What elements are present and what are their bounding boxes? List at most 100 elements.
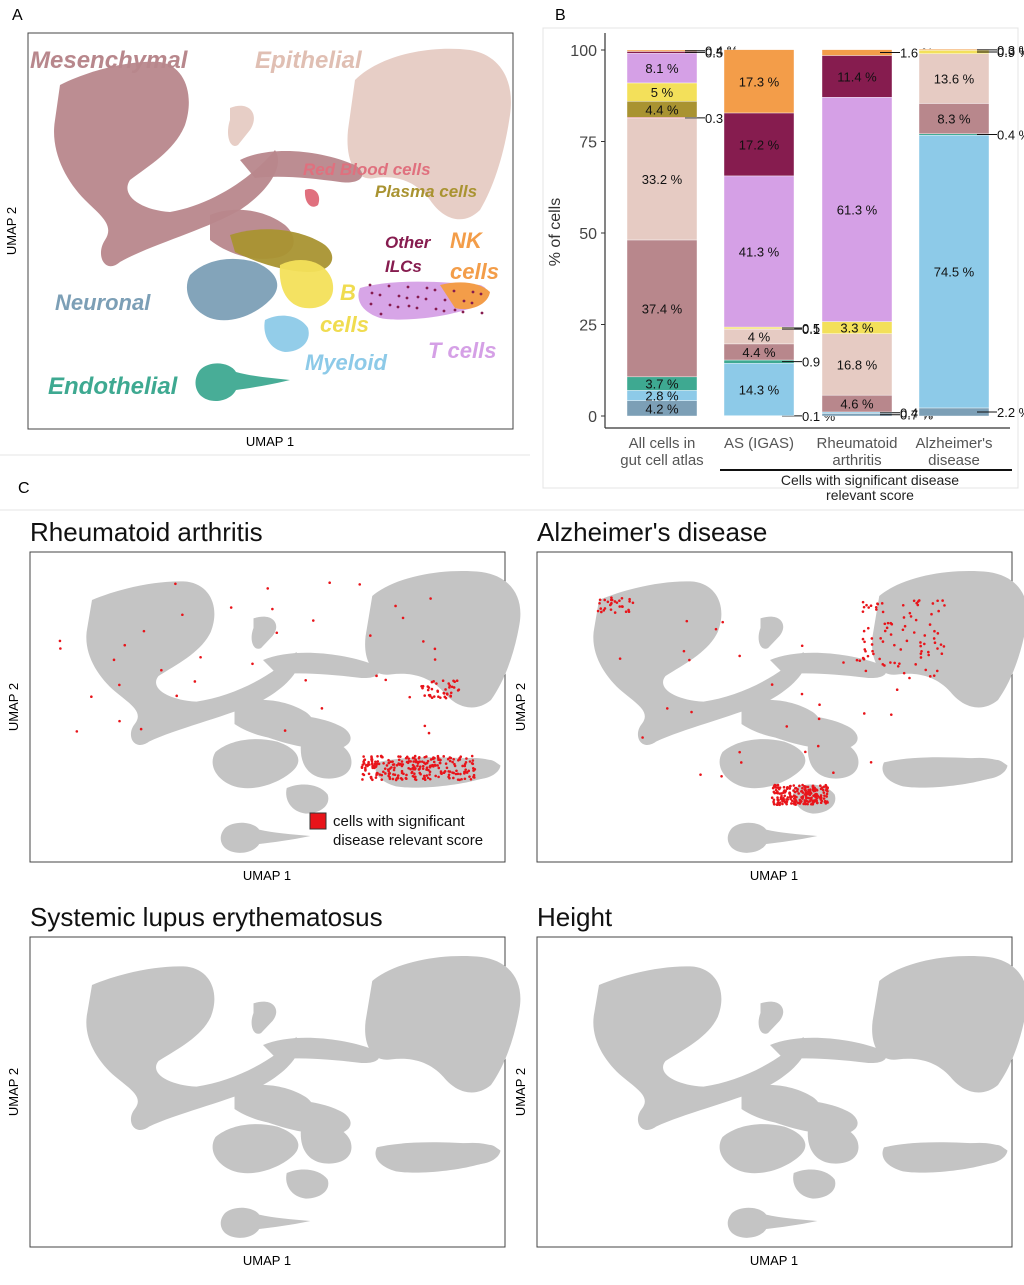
significant-cell-dot xyxy=(818,718,821,721)
significant-cell-dot xyxy=(793,794,796,797)
significant-cell-dot xyxy=(936,647,939,650)
x-tick-label: arthritis xyxy=(832,452,881,469)
significant-cell-dot xyxy=(437,767,440,770)
umap-label-b: B xyxy=(340,280,356,305)
significant-cell-dot xyxy=(597,610,600,613)
significant-cell-dot xyxy=(392,778,395,781)
significant-cell-dot xyxy=(777,784,780,787)
significant-cell-dot xyxy=(899,648,902,651)
significant-cell-dot xyxy=(432,758,435,761)
panel-a-ylabel: UMAP 2 xyxy=(4,207,19,255)
significant-cell-dot xyxy=(867,627,870,630)
significant-cell-dot xyxy=(389,772,392,775)
significant-cell-dot xyxy=(932,602,935,605)
significant-cell-dot xyxy=(394,605,397,608)
significant-cell-dot xyxy=(875,608,878,611)
significant-cell-dot xyxy=(457,778,460,781)
panel-c-xlabel: UMAP 1 xyxy=(243,1253,291,1268)
panel-c-regions xyxy=(593,571,1024,853)
significant-cell-dot xyxy=(271,608,274,611)
significant-cell-dot xyxy=(883,622,886,625)
significant-cell-dot xyxy=(472,769,475,772)
umap-dot-ilc xyxy=(380,313,383,316)
significant-cell-dot xyxy=(387,775,390,778)
significant-cell-dot xyxy=(771,796,774,799)
significant-cell-dot xyxy=(415,761,418,764)
umap-dot-ilc xyxy=(463,300,466,303)
significant-cell-dot xyxy=(627,609,630,612)
umap-label-cells-b: cells xyxy=(320,312,369,337)
panel-c-regions xyxy=(86,571,520,853)
significant-cell-dot xyxy=(856,659,859,662)
significant-cell-dot xyxy=(358,583,361,586)
significant-cell-dot xyxy=(783,786,786,789)
umap-label-ilcs: ILCs xyxy=(385,257,422,276)
y-tick-label: 0 xyxy=(588,409,597,426)
significant-cell-dot xyxy=(412,768,415,771)
data-label: 17.2 % xyxy=(739,137,780,152)
significant-cell-dot xyxy=(447,776,450,779)
umap-dot-ilc xyxy=(406,297,409,300)
significant-cell-dot xyxy=(464,768,467,771)
significant-cell-dot xyxy=(452,758,455,761)
significant-cell-dot xyxy=(738,751,741,754)
significant-cell-dot xyxy=(387,759,390,762)
data-label: 0.3 % xyxy=(997,43,1024,58)
umap-dot-ilc xyxy=(370,303,373,306)
significant-cell-dot xyxy=(362,755,365,758)
significant-cell-dot xyxy=(920,652,923,655)
significant-cell-dot xyxy=(76,730,79,733)
significant-cell-dot xyxy=(458,688,461,691)
significant-cell-dot xyxy=(906,640,909,643)
significant-cell-dot xyxy=(468,775,471,778)
significant-cell-dot xyxy=(463,771,466,774)
significant-cell-dot xyxy=(862,657,865,660)
significant-cell-dot xyxy=(919,641,922,644)
significant-cell-dot xyxy=(927,654,930,657)
significant-cell-dot xyxy=(437,776,440,779)
umap-dot-ilc xyxy=(371,292,374,295)
significant-cell-dot xyxy=(774,786,777,789)
significant-cell-dot xyxy=(862,610,865,613)
significant-cell-dot xyxy=(823,797,826,800)
significant-cell-dot xyxy=(469,760,472,763)
significant-cell-dot xyxy=(437,695,440,698)
legend-swatch xyxy=(310,813,326,829)
significant-cell-dot xyxy=(870,604,873,607)
significant-cell-dot xyxy=(808,792,811,795)
significant-cell-dot xyxy=(369,634,372,637)
significant-cell-dot xyxy=(862,638,865,641)
umap-region-epithelial xyxy=(872,571,1024,707)
significant-cell-dot xyxy=(863,630,866,633)
significant-cell-dot xyxy=(113,659,116,662)
umap-region-neuronal xyxy=(187,259,277,320)
data-label: 0.4 % xyxy=(997,128,1024,143)
data-label: 33.2 % xyxy=(642,172,683,187)
panel-c-title: Alzheimer's disease xyxy=(537,517,767,547)
significant-cell-dot xyxy=(773,799,776,802)
panel-c-ylabel: UMAP 2 xyxy=(513,1068,528,1116)
significant-cell-dot xyxy=(174,583,177,586)
significant-cell-dot xyxy=(376,760,379,763)
significant-cell-dot xyxy=(618,599,621,602)
significant-cell-dot xyxy=(690,711,693,714)
data-label: 13.6 % xyxy=(934,72,975,87)
significant-cell-dot xyxy=(804,751,807,754)
significant-cell-dot xyxy=(819,798,822,801)
umap-dot-ilc xyxy=(453,290,456,293)
significant-cell-dot xyxy=(423,756,426,759)
significant-cell-dot xyxy=(871,650,874,653)
significant-cell-dot xyxy=(876,602,879,605)
significant-cell-dot xyxy=(440,772,443,775)
significant-cell-dot xyxy=(443,696,446,699)
significant-cell-dot xyxy=(937,610,940,613)
significant-cell-dot xyxy=(800,790,803,793)
umap-region-endothelial xyxy=(221,1208,311,1238)
y-tick-label: 25 xyxy=(579,318,597,335)
significant-cell-dot xyxy=(777,799,780,802)
significant-cell-dot xyxy=(447,770,450,773)
significant-cell-dot xyxy=(783,794,786,797)
significant-cell-dot xyxy=(882,640,885,643)
significant-cell-dot xyxy=(914,663,917,666)
significant-cell-dot xyxy=(451,761,454,764)
